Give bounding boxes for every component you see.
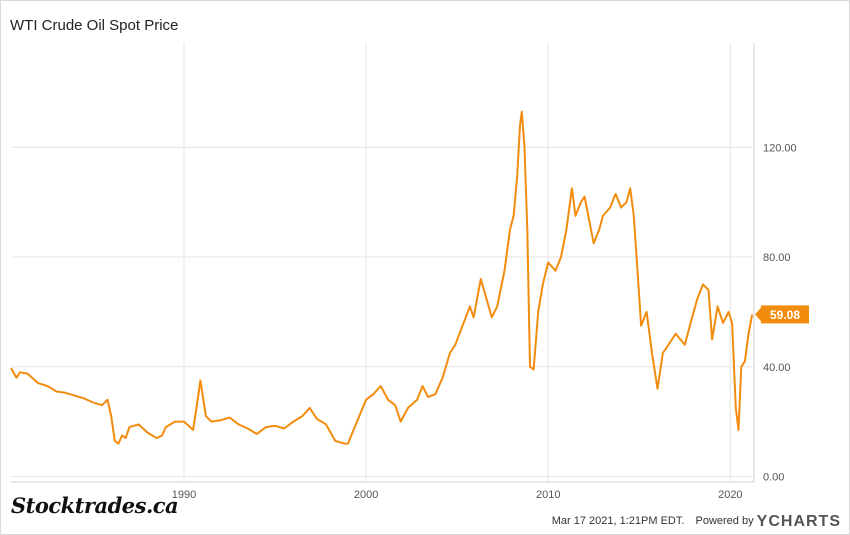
axes: 0.00 40.00 80.00 120.00 1990 2000 2010 2020 <box>11 43 797 501</box>
x-tick-label: 2020 <box>718 489 742 501</box>
y-tick-label: 40.00 <box>763 362 791 374</box>
x-tick-label: 2010 <box>536 489 560 501</box>
y-tick-label: 80.00 <box>763 252 791 264</box>
last-value-label: 59.08 <box>770 308 800 322</box>
series-line <box>10 110 754 445</box>
y-tick-label: 0.00 <box>763 472 784 484</box>
footer: Mar 17 2021, 1:21PM EDT. Powered by YCHA… <box>552 513 841 531</box>
x-tick-label: 1990 <box>172 489 196 501</box>
x-tick-label: 2000 <box>354 489 378 501</box>
timestamp: Mar 17 2021, 1:21PM EDT. <box>551 515 685 527</box>
watermark-logo: Stocktrades.ca <box>11 493 179 518</box>
last-value-group: 59.08 <box>755 305 809 324</box>
grid <box>11 43 754 482</box>
ycharts-logo[interactable]: YCHARTS <box>756 513 841 530</box>
y-tick-label: 120.00 <box>763 142 797 154</box>
last-value-badge <box>761 305 809 324</box>
chart-title: WTI Crude Oil Spot Price <box>10 17 179 34</box>
last-value-pointer <box>755 306 762 323</box>
series-group <box>10 110 754 445</box>
powered-by-label: Powered by <box>695 515 754 527</box>
